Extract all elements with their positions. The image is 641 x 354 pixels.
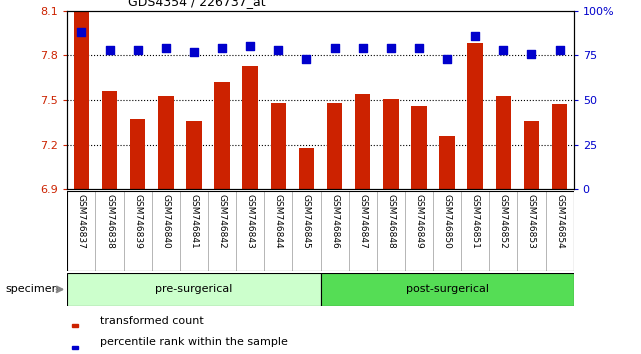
Point	[386, 45, 396, 51]
Bar	[67, 273, 320, 306]
Point	[76, 29, 87, 35]
Point	[554, 47, 565, 53]
Text: GSM746854: GSM746854	[555, 194, 564, 248]
Bar	[552, 104, 567, 189]
Bar	[102, 91, 117, 189]
Text: post-surgerical: post-surgerical	[406, 284, 488, 295]
Bar	[72, 324, 78, 327]
Bar	[130, 119, 146, 189]
Bar	[214, 82, 229, 189]
Bar	[158, 96, 174, 189]
Point	[245, 44, 255, 49]
Bar	[186, 121, 202, 189]
Point	[442, 56, 453, 62]
Bar	[271, 103, 286, 189]
Text: percentile rank within the sample: percentile rank within the sample	[100, 337, 288, 348]
Point	[498, 47, 508, 53]
Point	[358, 45, 368, 51]
Text: specimen: specimen	[5, 284, 59, 294]
Bar	[467, 44, 483, 189]
Text: GSM746841: GSM746841	[189, 194, 199, 248]
Text: GSM746847: GSM746847	[358, 194, 367, 248]
Text: GSM746848: GSM746848	[387, 194, 395, 248]
Bar	[327, 103, 342, 189]
Text: GSM746840: GSM746840	[162, 194, 171, 248]
Text: GSM746838: GSM746838	[105, 194, 114, 249]
Text: GSM746849: GSM746849	[415, 194, 424, 248]
Bar	[439, 136, 455, 189]
Bar	[355, 94, 370, 189]
Text: GSM746837: GSM746837	[77, 194, 86, 249]
Bar	[495, 96, 511, 189]
Text: GSM746845: GSM746845	[302, 194, 311, 248]
Bar	[242, 66, 258, 189]
Bar	[299, 148, 314, 189]
Text: GSM746844: GSM746844	[274, 194, 283, 248]
Point	[329, 45, 340, 51]
Bar	[412, 106, 427, 189]
Text: GSM746842: GSM746842	[217, 194, 226, 248]
Text: GSM746843: GSM746843	[246, 194, 254, 248]
Bar	[320, 273, 574, 306]
Point	[217, 45, 227, 51]
Bar	[72, 346, 78, 349]
Point	[414, 45, 424, 51]
Text: GSM746850: GSM746850	[442, 194, 452, 249]
Point	[133, 47, 143, 53]
Bar	[383, 98, 399, 189]
Text: GSM746852: GSM746852	[499, 194, 508, 248]
Point	[526, 51, 537, 56]
Point	[273, 47, 283, 53]
Bar	[524, 121, 539, 189]
Text: GSM746839: GSM746839	[133, 194, 142, 249]
Point	[161, 45, 171, 51]
Text: GDS4354 / 226737_at: GDS4354 / 226737_at	[128, 0, 266, 8]
Point	[301, 56, 312, 62]
Text: pre-surgerical: pre-surgerical	[155, 284, 233, 295]
Text: GSM746851: GSM746851	[470, 194, 479, 249]
Text: GSM746853: GSM746853	[527, 194, 536, 249]
Text: GSM746846: GSM746846	[330, 194, 339, 248]
Text: transformed count: transformed count	[100, 316, 204, 326]
Point	[104, 47, 115, 53]
Point	[470, 33, 480, 39]
Point	[188, 49, 199, 55]
Bar	[74, 11, 89, 189]
